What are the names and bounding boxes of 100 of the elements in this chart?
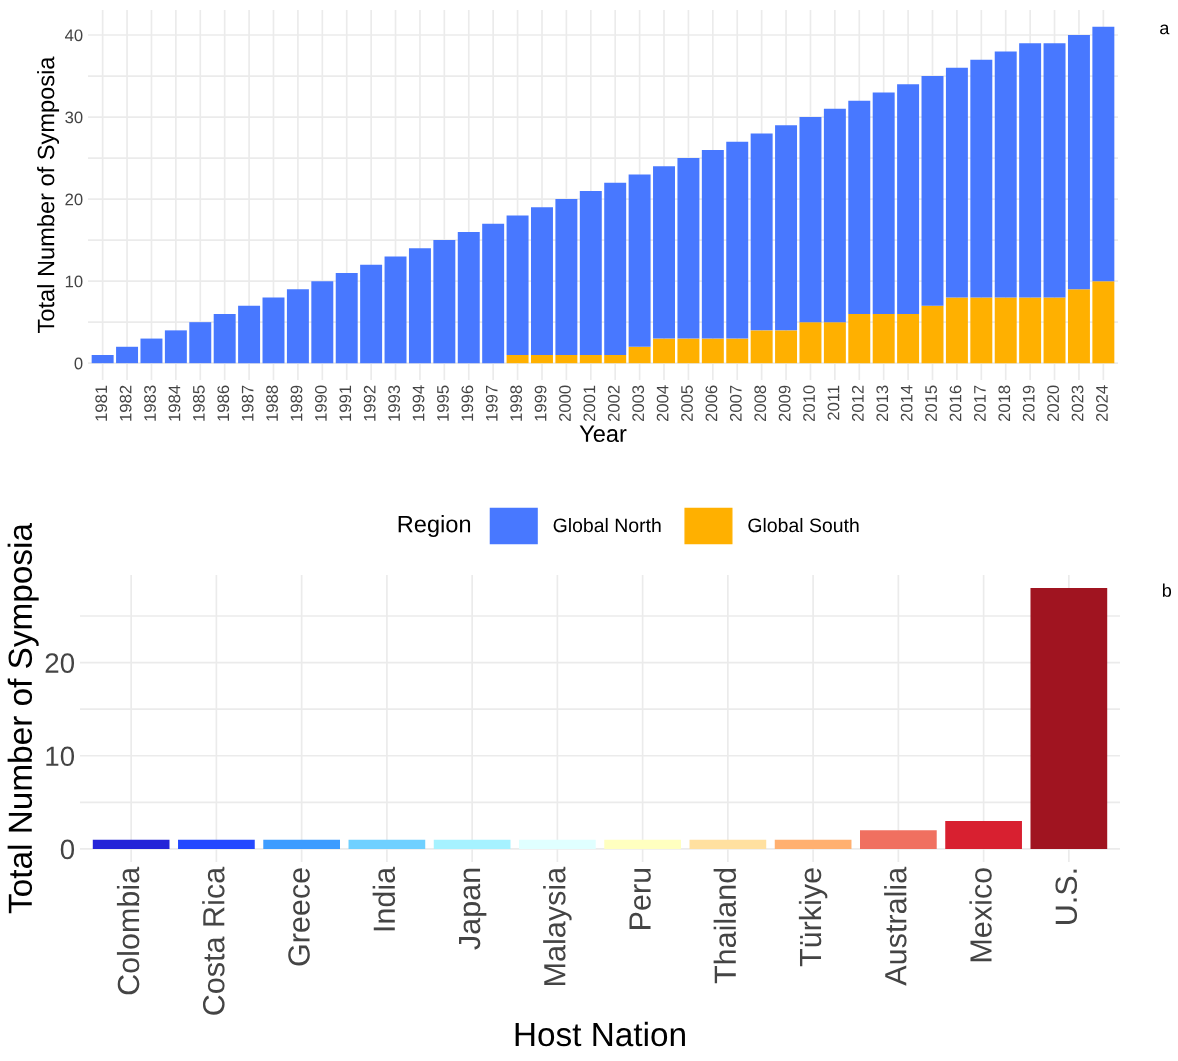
bar [994,51,1017,298]
x-tick-label: 2020 [1047,385,1060,422]
legend-label: Global South [748,517,859,533]
y-tick-label: 30 [65,111,83,124]
bar [970,297,993,364]
bar [604,839,681,849]
x-tick-label: 2014 [900,385,913,422]
x-tick-label: 1994 [412,385,425,421]
bar [726,141,749,339]
y-tick-label: 10 [46,746,75,767]
x-tick-label: 1983 [144,385,156,421]
bar [945,297,968,364]
bar [262,297,285,364]
bar [799,322,822,364]
x-tick-label: Australia [884,866,907,986]
bar [506,354,529,364]
bar [872,92,895,314]
bar [945,67,968,298]
bar [1067,289,1090,364]
bar [921,76,944,306]
bar [775,330,798,364]
x-axis-title: Year [579,425,627,443]
bar [872,313,895,364]
text: a [1160,24,1170,35]
bar [433,839,511,849]
bar [677,338,700,364]
bar [519,839,596,849]
x-axis-title: Host Nation [515,1021,685,1047]
bar [945,821,1022,849]
bar [213,313,236,364]
bar [970,59,993,298]
bar [750,330,773,364]
x-tick-label: 1992 [363,385,376,421]
bar [506,215,529,355]
bar [1092,281,1115,364]
x-tick-label: 1995 [437,385,449,421]
bar [677,158,700,339]
x-tick-label: Thailand [713,868,737,984]
x-tick-label: India [372,866,396,931]
x-tick-label: 2018 [998,385,1011,422]
x-tick-label: 1988 [266,385,278,421]
bar [689,839,767,849]
bar [238,305,261,364]
bar [1043,297,1066,364]
x-tick-label: 2004 [656,385,669,422]
bar [860,830,937,849]
x-tick-label: 1990 [314,385,327,421]
y-tick-label: 20 [45,653,75,673]
bar [848,100,871,314]
x-tick-label: 1989 [290,385,303,421]
x-tick-label: Colombia [116,866,140,995]
x-tick-label: 1981 [95,385,108,421]
bar [263,839,340,849]
bar [604,354,627,364]
bar [653,338,675,364]
x-tick-label: 2011 [827,385,840,420]
bar [994,297,1017,364]
bar [1019,43,1042,298]
x-tick-label: 1998 [510,385,523,421]
bar [701,338,724,364]
x-tick-label: U.S. [1055,869,1078,924]
bar [348,839,426,849]
y-tick-label: 10 [65,275,83,288]
bar [189,322,212,364]
y-tick-label: 40 [64,29,83,42]
y-axis-title: Total Number of Symposia [37,56,60,333]
bar [384,256,407,364]
bar [335,272,358,364]
bar [726,338,749,364]
bar [921,305,944,364]
legend-title: Region [398,515,471,538]
x-tick-label: 2005 [681,385,693,422]
x-tick-label: 2002 [607,385,620,422]
bar [604,182,627,355]
bar [360,264,383,364]
y-axis-title: Total Number of Symposia [7,523,39,914]
text: b [1162,583,1172,597]
x-tick-label: 2013 [876,385,889,422]
bar [92,839,170,849]
bar [653,166,675,339]
x-tick-label: 1985 [192,385,205,421]
bar [1067,35,1090,290]
x-tick-label: 2024 [1096,385,1108,422]
bar [1019,297,1042,364]
x-tick-label: 2000 [559,385,571,422]
bar [848,313,871,364]
bar [628,174,651,347]
x-tick-label: Malaysia [543,866,572,985]
bar [457,231,480,364]
x-tick-label: 2017 [973,385,986,422]
bar [579,354,602,364]
bar [140,338,163,364]
bar [701,149,724,339]
bar [164,330,187,364]
x-tick-label: 2015 [925,385,937,422]
x-tick-label: 1996 [461,385,474,421]
bar [311,281,334,364]
x-tick-label: 2010 [803,385,815,422]
bar [823,108,846,323]
x-tick-label: 1999 [534,385,547,421]
